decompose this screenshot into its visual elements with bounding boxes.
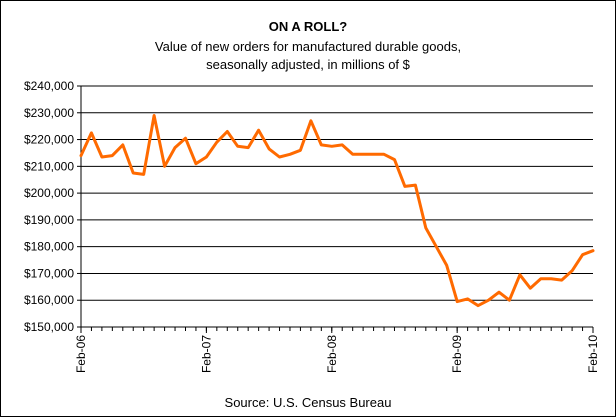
x-tick-label: Feb-08 — [325, 335, 339, 373]
y-tick-label: $210,000 — [24, 159, 74, 173]
x-tick-label: Feb-07 — [199, 335, 213, 373]
x-tick-label: Feb-10 — [586, 335, 600, 373]
chart-subtitle-line-1: Value of new orders for manufactured dur… — [154, 39, 462, 54]
x-tick-label: Feb-06 — [74, 335, 88, 373]
y-tick-label: $200,000 — [24, 186, 74, 200]
y-tick-label: $150,000 — [24, 320, 74, 334]
y-tick-label: $220,000 — [24, 133, 74, 147]
chart-source: Source: U.S. Census Bureau — [224, 395, 392, 410]
y-tick-label: $180,000 — [24, 240, 74, 254]
y-tick-label: $230,000 — [24, 106, 74, 120]
y-tick-label: $160,000 — [24, 293, 74, 307]
series-line — [79, 114, 595, 308]
y-tick-label: $240,000 — [24, 79, 74, 93]
y-tick-label: $190,000 — [24, 213, 74, 227]
y-tick-label: $170,000 — [24, 266, 74, 280]
x-tick-label: Feb-09 — [450, 335, 464, 373]
chart-subtitle-line-2: seasonally adjusted, in millions of $ — [206, 57, 410, 72]
chart-title: ON A ROLL? — [268, 19, 348, 34]
